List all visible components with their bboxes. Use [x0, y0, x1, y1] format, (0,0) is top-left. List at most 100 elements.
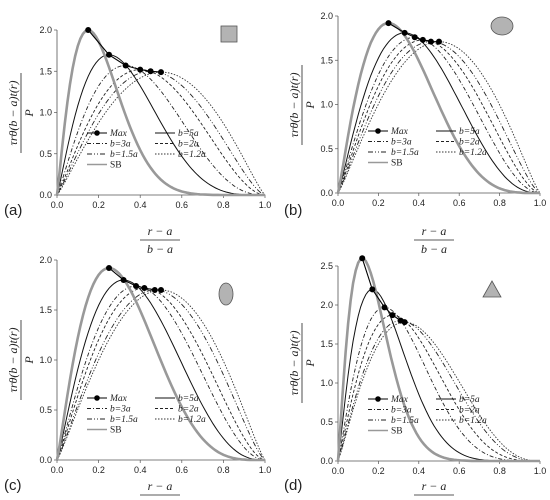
- legend-label: b=5a: [178, 394, 199, 404]
- max-point: [85, 27, 92, 33]
- y-tick-label: 0.0: [39, 455, 52, 465]
- legend-label: b=3a: [391, 406, 412, 416]
- legend-label: b=1.5a: [110, 150, 138, 160]
- legend-label: b=3a: [391, 138, 412, 148]
- y-axis-label-numerator: τrθ(b − a)t(r): [287, 331, 301, 396]
- max-point: [120, 277, 127, 283]
- max-point: [147, 68, 154, 75]
- legend-label: b=3a: [110, 140, 131, 150]
- x-axis-label-denominator: b − a: [147, 242, 173, 256]
- legend-label: b=5a: [459, 127, 480, 137]
- legend-label: SB: [110, 161, 122, 171]
- legend-label: b=3a: [110, 405, 131, 415]
- x-tick-label: 0.4: [413, 198, 426, 208]
- legend-marker-max: [375, 396, 381, 402]
- y-tick-label: 0.0: [39, 190, 52, 200]
- y-tick-label: 0.5: [39, 405, 52, 415]
- legend-label: b=1.5a: [110, 415, 138, 425]
- max-point: [158, 287, 164, 293]
- x-tick-label: 1.0: [259, 465, 272, 475]
- y-tick-label: 1.5: [39, 66, 52, 76]
- x-axis-label-denominator: b − a: [147, 497, 173, 500]
- x-tick-label: 0.6: [176, 200, 189, 210]
- y-axis-label-denominator: P: [303, 101, 317, 110]
- series-line-b-5a: [56, 54, 265, 196]
- max-point: [151, 287, 158, 293]
- y-tick-label: 1.0: [39, 108, 52, 118]
- series-line-b-3a: [56, 285, 266, 461]
- y-axis-label: τrθ(b − a)t(r) P: [6, 320, 36, 400]
- chart-panel-3: 0.0 0.2 0.4 0.6 0.8 1.0 0.0 0.5 1.0 1.5 2.0 Max b=5a…: [4, 255, 271, 500]
- legend-marker-max: [375, 128, 381, 134]
- y-axis-label-numerator: τrθ(b − a)t(r): [6, 81, 20, 146]
- y-tick-label: 1.5: [320, 55, 333, 65]
- legend-label: b=1.2a: [178, 150, 206, 160]
- x-tick-label: 0.2: [92, 200, 105, 210]
- x-axis-label-numerator: r − a: [422, 224, 447, 238]
- series-line-SB: [55, 28, 265, 197]
- max-point: [133, 283, 140, 289]
- y-axis-label-denominator: P: [22, 356, 36, 365]
- y-axis-label-numerator: τrθ(b − a)t(r): [287, 73, 301, 138]
- series-line-b-1-2a: [56, 71, 266, 196]
- x-tick-label: 0.4: [134, 465, 147, 475]
- y-axis-label-numerator: τrθ(b − a)t(r): [6, 328, 20, 393]
- x-tick-label: 0.8: [217, 465, 230, 475]
- x-axis-label-denominator: b − a: [421, 242, 447, 256]
- legend-label: b=5a: [178, 129, 199, 139]
- ellipse-icon: [490, 16, 514, 36]
- max-point: [401, 319, 408, 326]
- chart-panel-2: 0.0 0.2 0.4 0.6 0.8 1.0 0.0 0.5 1.0 1.5 2.0 Max b=5a…: [284, 11, 546, 256]
- series-line-b-3a: [56, 65, 265, 196]
- legend-label: b=1.2a: [459, 416, 487, 426]
- series-line-b-5a: [337, 32, 540, 194]
- legend-label: Max: [109, 394, 128, 404]
- y-tick-label: 2.0: [320, 11, 333, 21]
- legend-label: b=1.2a: [459, 148, 487, 158]
- legend-label: b=1.5a: [391, 148, 419, 158]
- legend-label: b=5a: [459, 395, 480, 405]
- y-tick-label: 1.5: [39, 305, 52, 315]
- y-tick-label: 0.0: [320, 188, 333, 198]
- y-tick-label: 2.5: [320, 261, 333, 271]
- series-line-b-5a: [56, 279, 265, 461]
- triangle-icon: [482, 280, 502, 298]
- legend-marker-max: [94, 130, 100, 136]
- max-point: [158, 69, 164, 76]
- max-point: [427, 38, 434, 45]
- y-axis-label: τrθ(b − a)t(r) P: [287, 323, 317, 403]
- max-point: [137, 66, 144, 73]
- legend-marker-max: [94, 395, 100, 401]
- y-tick-label: 0.5: [320, 417, 333, 427]
- x-tick-label: 0.2: [372, 466, 385, 476]
- series-line-b-1-2a: [337, 321, 540, 462]
- x-axis-label-numerator: r − a: [148, 224, 173, 238]
- series-line-b-2a: [337, 314, 540, 462]
- vertical-ellipse-icon: [218, 282, 234, 306]
- x-tick-label: 0.6: [453, 466, 466, 476]
- legend-label: b=1.5a: [391, 416, 419, 426]
- max-point: [419, 36, 426, 43]
- max-point: [369, 286, 376, 293]
- series-line-b-2a: [56, 287, 266, 461]
- max-point: [141, 285, 148, 291]
- max-point: [122, 62, 129, 69]
- panel-label: (c): [4, 477, 22, 494]
- y-axis-label: τrθ(b − a)t(r) P: [6, 73, 36, 153]
- y-tick-label: 0.5: [39, 149, 52, 159]
- panel-label: (d): [284, 477, 302, 494]
- series-line-SB: [336, 257, 540, 463]
- y-tick-label: 0.5: [320, 144, 333, 154]
- x-tick-label: 0.6: [453, 198, 466, 208]
- legend-label: b=2a: [178, 405, 199, 415]
- chart-panel-1: 0.0 0.2 0.4 0.6 0.8 1.0 0.0 0.5 1.0 1.5 2.0 Max b=5a…: [4, 25, 271, 256]
- series-line-b-1-2a: [337, 41, 541, 194]
- legend-label: Max: [390, 395, 409, 405]
- x-tick-label: 0.0: [332, 466, 345, 476]
- series-line-b-2a: [56, 69, 266, 196]
- legend-label: b=2a: [178, 140, 199, 150]
- series-line-b-1-2a: [56, 289, 266, 461]
- max-point: [411, 34, 418, 41]
